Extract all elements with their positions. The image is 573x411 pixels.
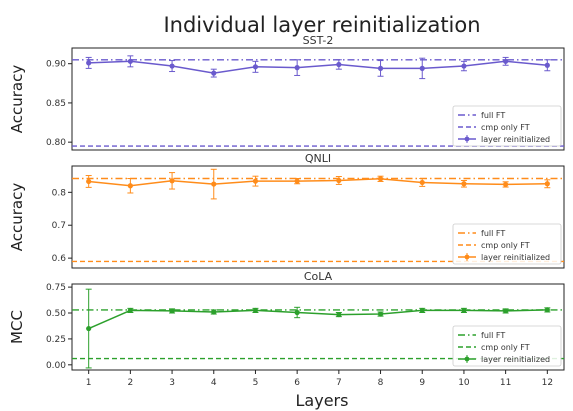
data-point — [419, 179, 425, 186]
data-point — [461, 181, 467, 187]
panel-title: SST-2 — [303, 34, 334, 47]
panel-title: CoLA — [304, 270, 333, 283]
x-tick-label: 1 — [86, 378, 92, 388]
legend-label: cmp only FT — [481, 123, 530, 132]
y-tick-label: 0.50 — [46, 309, 66, 319]
data-point — [211, 309, 217, 315]
data-point — [127, 183, 133, 189]
y-tick-label: 0.85 — [46, 99, 66, 109]
y-tick-label: 0.25 — [46, 335, 66, 345]
data-point — [336, 177, 342, 184]
legend-label: full FT — [481, 331, 505, 340]
data-point — [211, 181, 217, 187]
y-axis-label: Accuracy — [8, 65, 26, 134]
data-point — [544, 181, 550, 187]
legend: full FT cmp only FT layer reinitialized — [452, 325, 562, 367]
panel-title: QNLI — [305, 152, 331, 165]
series-line — [88, 60, 548, 74]
data-point — [86, 325, 92, 332]
legend-box — [452, 325, 562, 367]
data-point — [419, 65, 425, 71]
data-point — [252, 307, 259, 314]
x-tick-label: 11 — [500, 378, 511, 388]
legend-label: cmp only FT — [481, 343, 530, 352]
data-point — [127, 58, 133, 64]
x-tick-label: 2 — [128, 378, 134, 388]
x-tick-label: 3 — [169, 378, 175, 388]
legend: full FT cmp only FT layer reinitialized — [452, 105, 562, 147]
data-point — [294, 65, 300, 71]
data-point — [86, 178, 92, 185]
x-tick-label: 4 — [211, 378, 217, 388]
legend-handle-marker — [464, 356, 470, 362]
figure-title: Individual layer reinitialization — [163, 13, 480, 37]
data-point — [252, 178, 259, 184]
legend-label: full FT — [481, 229, 505, 238]
legend-label: layer reinitialized — [481, 253, 550, 262]
legend-handle-marker — [464, 254, 470, 260]
x-tick-label: 10 — [458, 378, 470, 388]
y-tick-label: 0.90 — [46, 60, 66, 70]
y-tick-label: 0.80 — [46, 138, 66, 148]
data-point — [544, 62, 550, 68]
data-point — [294, 178, 300, 184]
y-tick-label: 0.8 — [52, 188, 67, 198]
data-point — [503, 308, 509, 314]
legend-label: full FT — [481, 111, 505, 120]
data-point — [461, 63, 467, 69]
data-point — [419, 307, 425, 314]
x-tick-label: 12 — [542, 378, 553, 388]
data-point — [544, 307, 550, 313]
data-point — [169, 63, 175, 69]
series-line — [88, 309, 548, 330]
y-axis-label: MCC — [8, 310, 26, 344]
legend-box — [452, 105, 562, 147]
legend-label: cmp only FT — [481, 241, 530, 250]
x-tick-label: 7 — [336, 378, 342, 388]
data-point — [252, 64, 259, 70]
x-tick-label: 9 — [419, 378, 425, 388]
y-tick-label: 0.7 — [52, 221, 66, 231]
y-axis-label: Accuracy — [8, 183, 26, 252]
data-point — [211, 70, 217, 76]
data-point — [169, 308, 175, 314]
panel-1: QNLI Accuracy 0.6 0.7 0.8 full FT cmp only FT l… — [8, 152, 565, 269]
data-point — [127, 307, 133, 314]
legend-label: layer reinitialized — [481, 135, 550, 144]
panel-0: SST-2 Accuracy 0.80 0.85 0.90 full FT cmp only… — [8, 34, 565, 151]
x-tick-label: 5 — [253, 378, 259, 388]
data-point — [86, 60, 92, 66]
series-line — [88, 178, 548, 187]
data-point — [503, 58, 509, 64]
legend-handle-marker — [464, 136, 470, 142]
data-point — [377, 311, 384, 317]
data-point — [377, 65, 384, 71]
data-point — [294, 309, 300, 316]
y-tick-label: 0.75 — [46, 283, 66, 293]
data-point — [503, 181, 509, 188]
legend-box — [452, 223, 562, 265]
x-tick-label: 6 — [294, 378, 300, 388]
y-tick-label: 0.6 — [52, 254, 67, 264]
data-point — [169, 178, 175, 184]
x-axis-label: Layers — [296, 391, 349, 410]
legend-label: layer reinitialized — [481, 355, 550, 364]
data-point — [377, 176, 384, 182]
x-tick-label: 8 — [378, 378, 384, 388]
y-tick-label: 0.00 — [46, 361, 66, 371]
data-point — [461, 307, 467, 314]
legend: full FT cmp only FT layer reinitialized — [452, 223, 562, 265]
data-point — [336, 311, 342, 318]
data-point — [336, 61, 342, 68]
